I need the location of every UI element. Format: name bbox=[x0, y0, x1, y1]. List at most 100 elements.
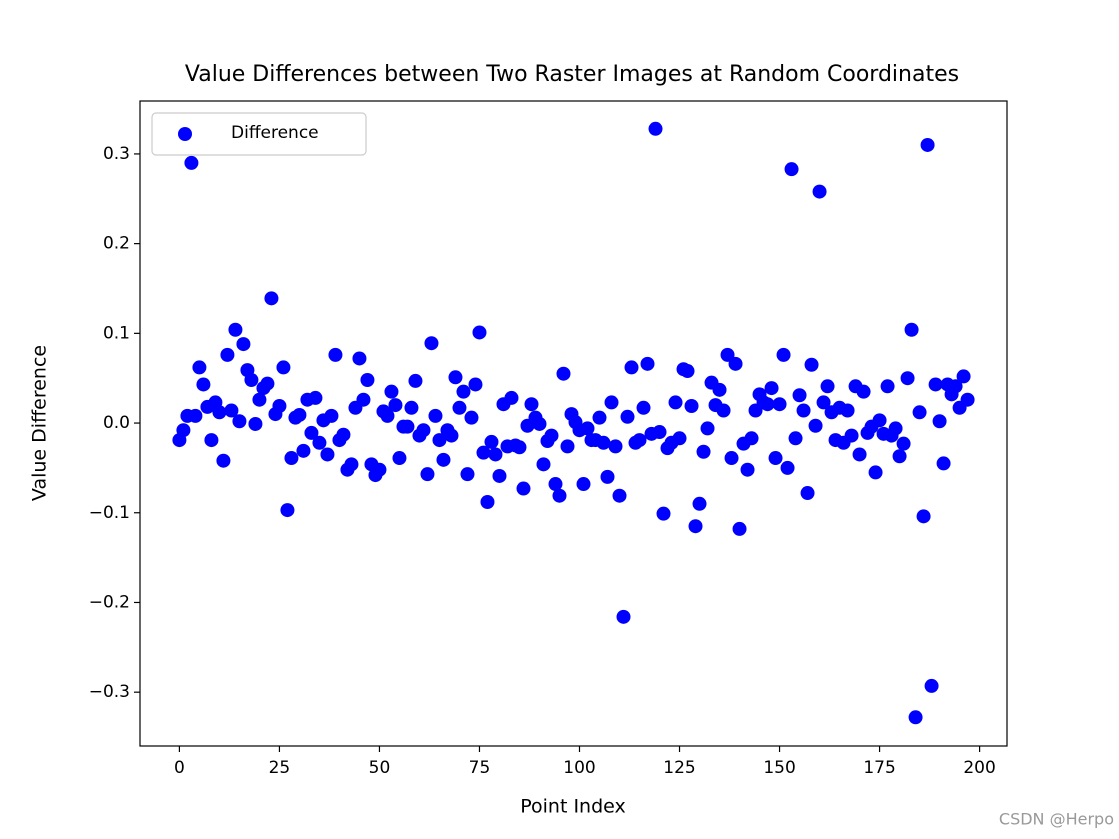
point bbox=[792, 388, 807, 403]
point bbox=[808, 418, 823, 433]
x-tick-label: 0 bbox=[174, 758, 185, 778]
point bbox=[956, 369, 971, 384]
point bbox=[936, 456, 951, 471]
point bbox=[264, 291, 279, 306]
point bbox=[280, 503, 295, 518]
point bbox=[696, 444, 711, 459]
point bbox=[672, 431, 687, 446]
x-tick-label: 125 bbox=[663, 758, 695, 778]
point bbox=[640, 356, 655, 371]
x-axis-label: Point Index bbox=[520, 796, 626, 818]
point bbox=[432, 433, 447, 448]
point bbox=[932, 414, 947, 429]
x-tick-label: 150 bbox=[763, 758, 795, 778]
point bbox=[960, 392, 975, 407]
point bbox=[488, 447, 503, 462]
point bbox=[380, 408, 395, 423]
point bbox=[244, 372, 259, 387]
point bbox=[392, 451, 407, 466]
point bbox=[680, 364, 695, 379]
point bbox=[248, 416, 263, 431]
point bbox=[804, 357, 819, 372]
y-tick-label: −0.3 bbox=[89, 682, 130, 702]
y-tick-label: −0.1 bbox=[89, 503, 130, 523]
point bbox=[912, 405, 927, 420]
point bbox=[384, 384, 399, 399]
point bbox=[292, 407, 307, 422]
point bbox=[556, 366, 571, 381]
point bbox=[868, 465, 883, 480]
point bbox=[252, 392, 267, 407]
point bbox=[852, 447, 867, 462]
point bbox=[336, 427, 351, 442]
point bbox=[452, 400, 467, 415]
point bbox=[476, 445, 491, 460]
point bbox=[684, 399, 699, 414]
point bbox=[916, 509, 931, 524]
y-tick-label: 0.3 bbox=[103, 144, 130, 164]
point bbox=[600, 469, 615, 484]
point bbox=[604, 395, 619, 410]
point bbox=[896, 436, 911, 451]
x-tick-label: 50 bbox=[369, 758, 391, 778]
point bbox=[760, 397, 775, 412]
point bbox=[668, 395, 683, 410]
point bbox=[468, 377, 483, 392]
point bbox=[344, 457, 359, 472]
point bbox=[236, 337, 251, 352]
point bbox=[648, 121, 663, 136]
point bbox=[232, 414, 247, 429]
point bbox=[524, 397, 539, 412]
point bbox=[816, 395, 831, 410]
point bbox=[188, 408, 203, 423]
point bbox=[652, 425, 667, 440]
point bbox=[456, 384, 471, 399]
point bbox=[424, 336, 439, 351]
point bbox=[772, 397, 787, 412]
point bbox=[744, 431, 759, 446]
point bbox=[636, 400, 651, 415]
point bbox=[480, 494, 495, 509]
point bbox=[372, 462, 387, 477]
point bbox=[812, 184, 827, 199]
point bbox=[516, 481, 531, 496]
point bbox=[532, 416, 547, 431]
point bbox=[312, 435, 327, 450]
x-tick-label: 75 bbox=[469, 758, 491, 778]
point bbox=[632, 433, 647, 448]
point bbox=[212, 405, 227, 420]
point bbox=[780, 460, 795, 475]
point bbox=[840, 403, 855, 418]
point bbox=[204, 433, 219, 448]
point bbox=[184, 155, 199, 170]
point bbox=[892, 449, 907, 464]
point bbox=[764, 381, 779, 396]
point bbox=[272, 399, 287, 414]
point bbox=[580, 421, 595, 436]
point bbox=[776, 347, 791, 362]
point bbox=[796, 403, 811, 418]
point bbox=[612, 488, 627, 503]
point bbox=[436, 452, 451, 467]
point bbox=[512, 440, 527, 455]
plot-frame bbox=[139, 100, 1008, 747]
point bbox=[924, 678, 939, 693]
x-tick-label: 25 bbox=[269, 758, 291, 778]
point bbox=[548, 477, 563, 492]
point bbox=[308, 390, 323, 405]
point bbox=[616, 609, 631, 624]
point bbox=[712, 382, 727, 397]
point bbox=[800, 486, 815, 501]
point bbox=[320, 447, 335, 462]
point bbox=[908, 710, 923, 725]
point bbox=[728, 356, 743, 371]
point bbox=[492, 468, 507, 483]
point bbox=[228, 322, 243, 337]
point bbox=[888, 421, 903, 436]
point bbox=[224, 403, 239, 418]
point bbox=[260, 376, 275, 391]
point bbox=[900, 371, 915, 386]
point bbox=[692, 496, 707, 511]
point bbox=[688, 519, 703, 534]
point bbox=[444, 428, 459, 443]
